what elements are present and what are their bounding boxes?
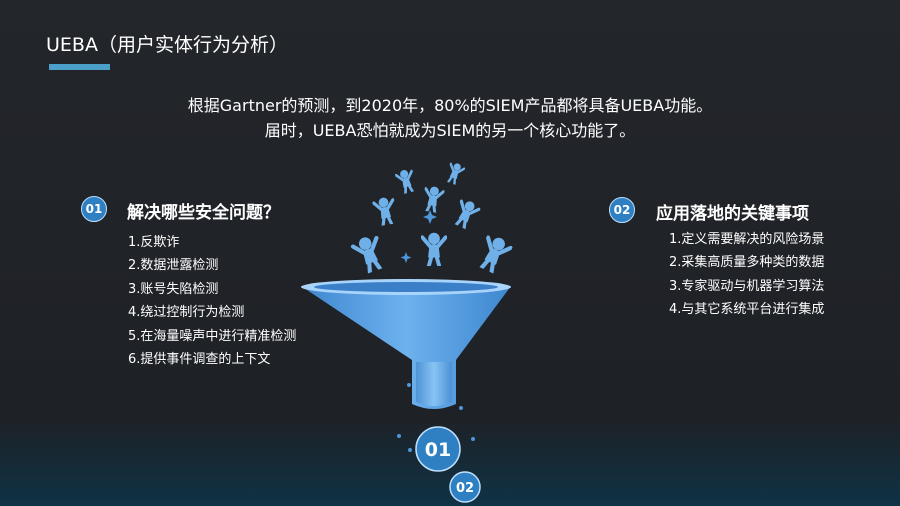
svg-text:01: 01 bbox=[425, 439, 451, 461]
person-icon bbox=[352, 234, 387, 275]
intro-line-2: 届时，UEBA恐怕就成为SIEM的另一个核心功能了。 bbox=[264, 121, 636, 140]
list-item: 5.在海量噪声中进行精准检测 bbox=[128, 328, 297, 344]
funnel-icon bbox=[301, 279, 511, 409]
person-icon bbox=[421, 232, 447, 266]
person-icon bbox=[371, 195, 399, 227]
sparkle-icon bbox=[459, 406, 463, 410]
intro-line-1: 根据Gartner的预测，到2020年，80%的SIEM产品都将具备UEBA功能… bbox=[187, 96, 713, 115]
right-section-badge: 02 bbox=[609, 197, 635, 223]
list-item: 2.数据泄露检测 bbox=[128, 258, 219, 274]
left-section-heading: 解决哪些安全问题？ bbox=[127, 203, 280, 223]
person-icon bbox=[420, 184, 446, 214]
right-section-heading: 应用落地的关键事项 bbox=[656, 204, 809, 224]
list-item: 1.定义需要解决的风险场景 bbox=[669, 232, 825, 247]
sparkle-icon bbox=[423, 210, 437, 224]
sparkle-icon bbox=[407, 383, 411, 387]
sparkle-icon bbox=[471, 437, 475, 441]
sparkle-icon-group bbox=[397, 210, 475, 452]
list-item: 4.绕过控制行为检测 bbox=[128, 305, 245, 321]
title-underline bbox=[49, 64, 110, 70]
list-item: 2.采集高质量多种类的数据 bbox=[669, 255, 825, 271]
right-section-list: 1.定义需要解决的风险场景 2.采集高质量多种类的数据 3.专家驱动与机器学习算… bbox=[669, 228, 824, 322]
left-section-badge: 01 bbox=[81, 196, 107, 222]
list-item: 1.反欺诈 bbox=[128, 235, 180, 250]
list-item: 4.与其它系统平台进行集成 bbox=[669, 302, 825, 318]
list-item: 3.专家驱动与机器学习算法 bbox=[669, 278, 825, 294]
output-badge-2: 02 bbox=[449, 471, 481, 503]
sparkle-icon bbox=[408, 448, 412, 452]
person-icon bbox=[475, 234, 512, 276]
sparkle-icon bbox=[397, 434, 401, 438]
person-icon bbox=[450, 196, 482, 232]
funnel-illustration: 01 02 bbox=[301, 160, 556, 503]
slide-title: UEBA（用户实体行为分析） bbox=[46, 34, 288, 56]
sparkle-icon bbox=[400, 252, 412, 263]
list-item: 6.提供事件调查的上下文 bbox=[128, 352, 271, 368]
list-item: 3.账号失陷检测 bbox=[128, 281, 219, 297]
left-section-list: 1.反欺诈 2.数据泄露检测 3.账号失陷检测 4.绕过控制行为检测 5.在海量… bbox=[128, 231, 296, 371]
output-badge-1: 01 bbox=[415, 426, 461, 472]
svg-text:02: 02 bbox=[456, 481, 474, 496]
person-icon bbox=[394, 167, 418, 195]
person-icon bbox=[443, 160, 467, 187]
